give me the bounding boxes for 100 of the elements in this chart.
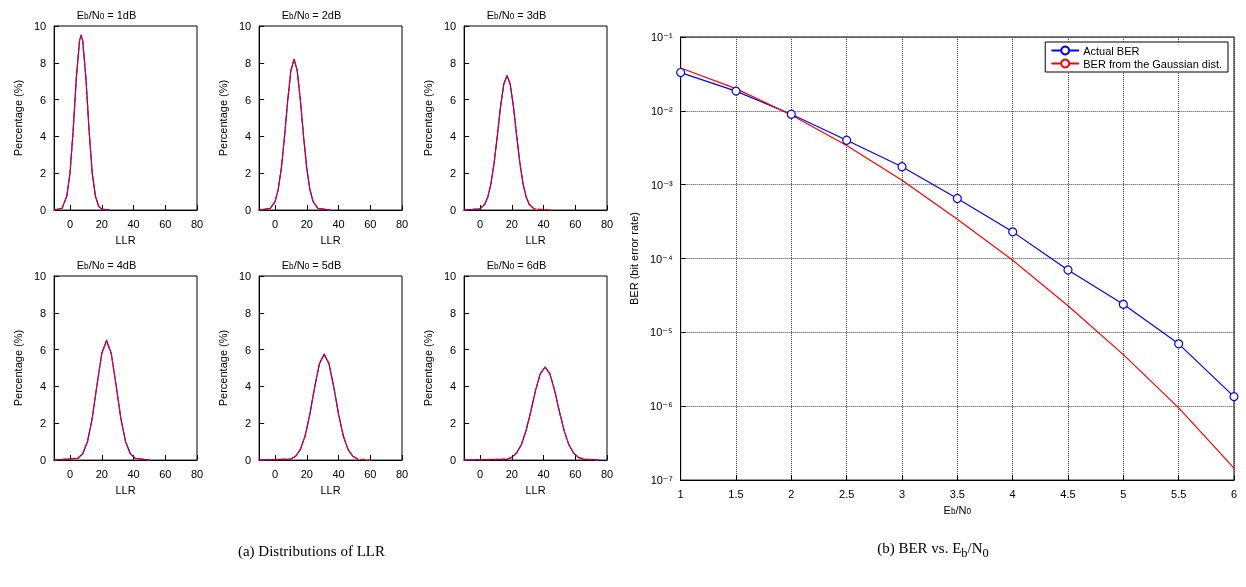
y-tick-label: 0	[450, 204, 457, 217]
y-tick-label: 10⁻⁵	[650, 326, 673, 339]
y-tick-label: 4	[450, 130, 457, 143]
text: (a) Distributions of LLR	[236, 543, 387, 560]
x-axis-title: LLR	[320, 483, 341, 496]
chart-title: Eb/N0 = 3dB	[486, 8, 547, 21]
y-tick-label: 6	[450, 93, 457, 106]
x-tick-label: 20	[95, 217, 108, 230]
point	[676, 67, 686, 78]
point	[786, 109, 796, 119]
y-tick-label: 2	[245, 417, 252, 430]
y-axis-title: Percentage (%)	[11, 329, 24, 407]
chart-title: Eb/N0 = 6dB	[486, 258, 547, 271]
x-axis-title: LLR	[320, 233, 341, 246]
y-tick-label: 8	[40, 56, 47, 69]
x-tick-label: 80	[395, 467, 409, 480]
y-tick-label: 4	[245, 130, 252, 143]
x-tick-label: 0	[271, 217, 279, 230]
y-tick-label: 10⁻¹	[650, 31, 673, 43]
point	[1118, 299, 1128, 309]
x-axis-title: LLR	[115, 483, 136, 496]
x-tick-label: 60	[159, 217, 172, 230]
x-tick-label: 20	[505, 467, 518, 480]
x-tick-label: 20	[95, 467, 108, 480]
y-axis-title: Percentage (%)	[11, 79, 24, 157]
y-tick-label: 0	[40, 204, 47, 217]
line-series	[258, 58, 332, 211]
y-tick-label: 0	[245, 204, 252, 217]
y-tick-label: 6	[245, 93, 252, 106]
x-tick-label: 60	[569, 217, 582, 230]
y-tick-label: 10	[443, 20, 457, 32]
x-axis-title: Eb/N0	[943, 503, 972, 516]
x-tick-label: 80	[600, 217, 614, 230]
chart-title: Eb/N0 = 4dB	[76, 258, 137, 271]
chart-title: Eb/N0 = 2dB	[281, 8, 342, 21]
x-tick-label: 5.5	[1171, 487, 1187, 500]
y-tick-label: 10⁻⁴	[649, 252, 673, 265]
y-tick-label: 6	[40, 93, 47, 106]
y-tick-label: 10	[443, 270, 457, 282]
legend-label: Actual BER	[1083, 44, 1140, 57]
x-tick-label: 3	[898, 487, 906, 500]
x-tick-label: 80	[190, 467, 204, 480]
point	[1063, 265, 1073, 275]
y-tick-label: 10⁻⁶	[650, 400, 673, 413]
y-axis-title: Percentage (%)	[216, 329, 229, 407]
y-tick-label: 0	[450, 454, 457, 467]
y-tick-label: 0	[40, 454, 47, 467]
chart-title: Eb/N0 = 1dB	[76, 8, 137, 21]
y-tick-label: 10	[33, 20, 47, 32]
point	[897, 162, 907, 172]
x-tick-label: 40	[332, 467, 345, 480]
x-tick-label: 3.5	[949, 487, 965, 500]
x-tick-label: 0	[476, 217, 484, 230]
y-tick-label: 8	[40, 306, 47, 319]
y-tick-label: 2	[450, 417, 457, 430]
point	[842, 135, 852, 145]
x-tick-label: 80	[600, 467, 614, 480]
y-tick-label: 8	[245, 56, 252, 69]
text: (b) BER vs. E$_{b}$/N$_{0}$	[876, 540, 990, 561]
x-tick-label: 2.5	[839, 487, 855, 500]
y-tick-label: 4	[40, 380, 47, 393]
x-tick-label: 40	[332, 217, 345, 230]
x-tick-label: 5	[1120, 487, 1127, 500]
y-tick-label: 6	[40, 343, 47, 356]
y-tick-label: 10⁻⁷	[650, 474, 673, 487]
x-tick-label: 60	[159, 467, 172, 480]
x-tick-label: 0	[271, 467, 279, 480]
line-series	[53, 34, 111, 211]
y-tick-label: 10	[238, 20, 252, 32]
x-tick-label: 60	[364, 217, 377, 230]
y-tick-label: 10⁻²	[650, 104, 673, 117]
point	[731, 86, 741, 96]
x-tick-label: 20	[505, 217, 518, 230]
line-series	[53, 339, 150, 461]
y-axis-title: Percentage (%)	[421, 79, 434, 157]
point	[952, 193, 962, 204]
x-tick-label: 40	[127, 467, 140, 480]
x-tick-label: 0	[66, 217, 74, 230]
y-axis-title: Percentage (%)	[421, 329, 434, 407]
y-tick-label: 2	[450, 167, 457, 180]
x-tick-label: 0	[476, 467, 484, 480]
y-tick-label: 2	[245, 167, 252, 180]
y-axis-title: Percentage (%)	[216, 79, 229, 157]
y-tick-label: 4	[450, 380, 457, 393]
x-tick-label: 60	[364, 467, 377, 480]
line-series	[463, 366, 600, 461]
x-tick-label: 20	[300, 467, 313, 480]
x-axis-title: LLR	[525, 483, 546, 496]
y-tick-label: 2	[40, 417, 47, 430]
x-tick-label: 40	[127, 217, 140, 230]
x-tick-label: 80	[395, 217, 409, 230]
x-axis-title: LLR	[115, 233, 136, 246]
x-tick-label: 1.5	[728, 487, 744, 500]
point	[1008, 227, 1018, 237]
y-tick-label: 2	[40, 167, 47, 180]
line-series	[463, 75, 553, 211]
x-tick-label: 60	[569, 467, 582, 480]
x-tick-label: 80	[190, 217, 204, 230]
x-tick-label: 2	[788, 487, 795, 500]
y-tick-label: 10	[238, 270, 252, 282]
